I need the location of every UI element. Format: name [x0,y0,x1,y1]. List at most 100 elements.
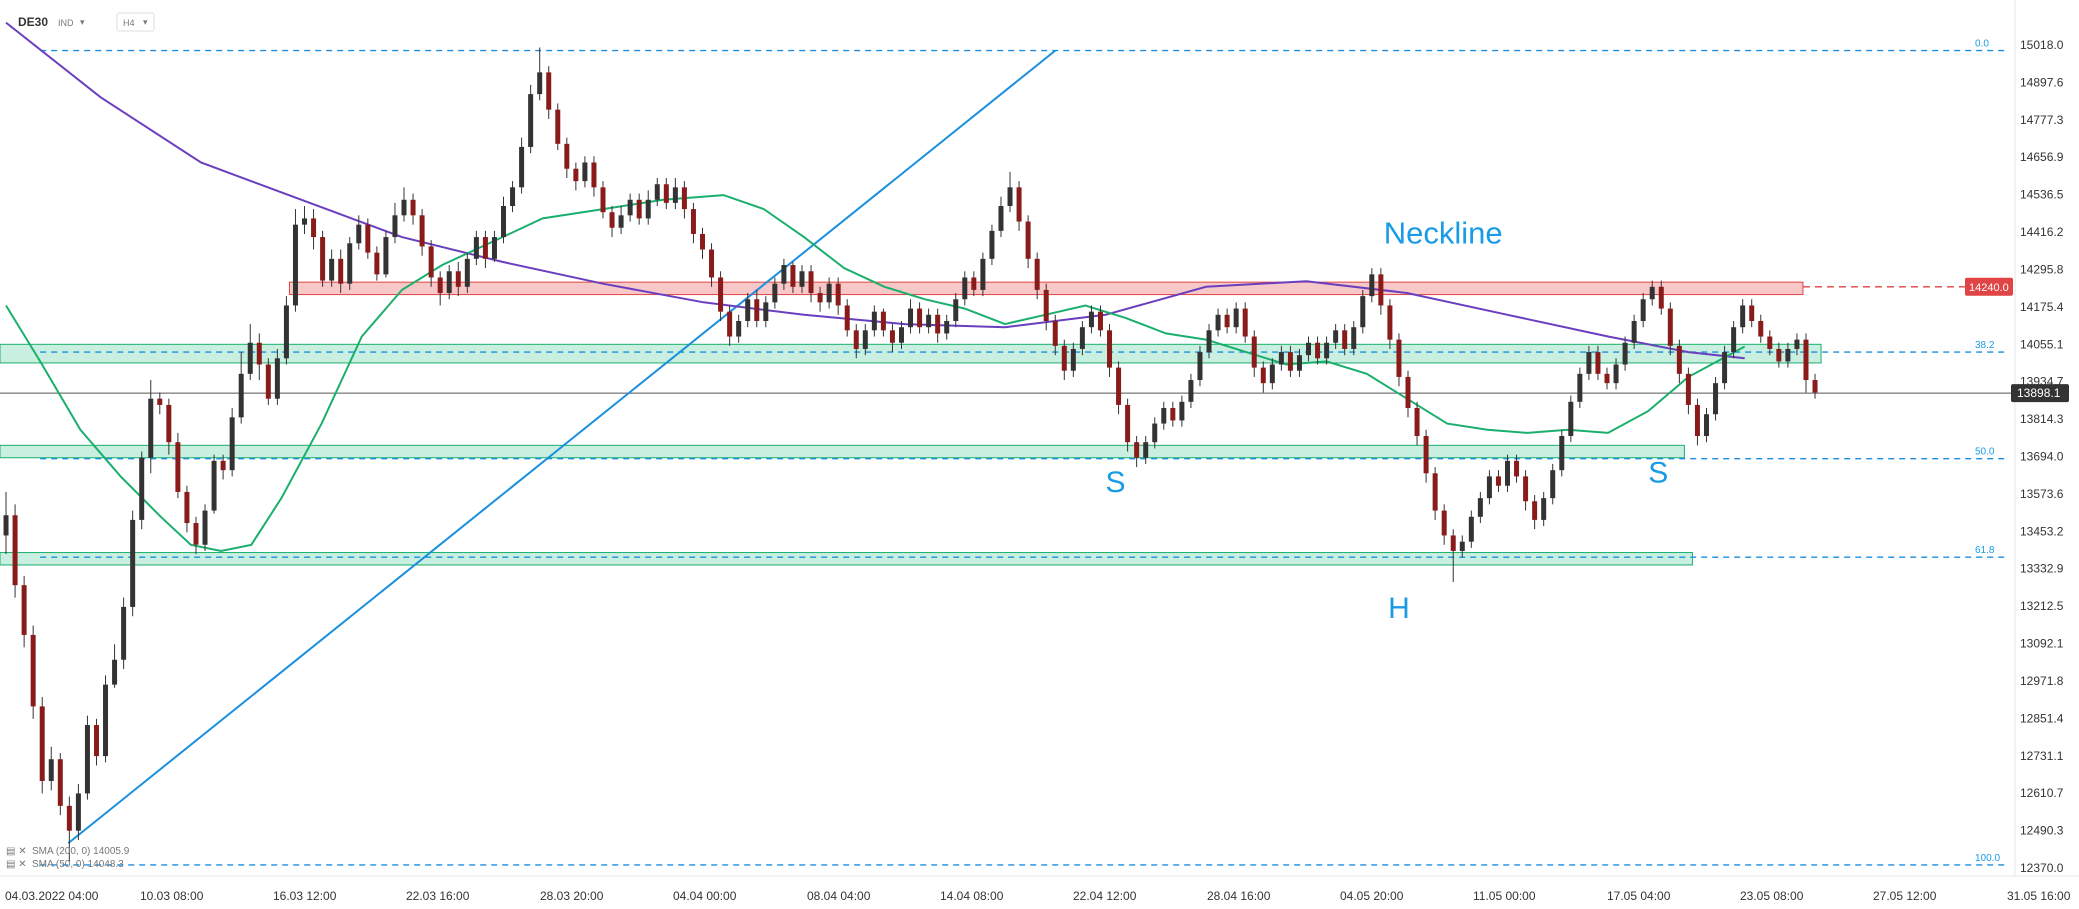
candle-body [21,585,27,635]
candle-body [663,184,669,203]
candle-body [1432,473,1438,511]
candle-body [1749,305,1755,321]
candle-body [383,237,389,275]
candle-body [464,258,470,287]
candle-body [175,442,181,492]
candle-body [446,271,452,294]
candle-body [1287,352,1293,371]
candle-body [699,233,705,250]
candle-body [898,327,904,343]
candle-body [1785,348,1791,362]
candle-body [1694,404,1700,436]
sma200-line [5,21,1745,360]
candle-body [374,252,380,275]
price-tick-label: 12851.4 [2020,711,2064,725]
candle-body [1197,352,1203,381]
price-tick-label: 13453.2 [2020,524,2064,538]
candle-body [1125,404,1131,443]
candle-body [482,237,488,259]
candle-body [519,146,525,188]
time-tick-label: 14.04 08:00 [940,889,1004,903]
candle-body [1242,308,1248,337]
legend-menu-icon[interactable]: ▤ ✕ [6,846,27,857]
candle-body [93,725,99,757]
legend-menu-icon[interactable]: ▤ ✕ [6,859,27,870]
candle-body [302,218,308,225]
candle-body [1215,314,1221,331]
candle-body [962,277,968,300]
symbol-type: IND [58,18,74,28]
candle-body [582,162,588,182]
symbol-dropdown-icon[interactable]: ▾ [80,17,85,27]
candle-body [1233,308,1239,328]
candle-body [555,109,561,144]
time-tick-label: 22.03 16:00 [406,889,470,903]
candle-body [808,271,814,294]
candle-body [220,460,226,471]
trendlines [67,49,1056,844]
candle-body [1477,498,1483,517]
candle-body [211,460,217,511]
candle-body [1568,401,1574,436]
price-tick-label: 13092.1 [2020,637,2064,651]
price-tick-label: 12971.8 [2020,674,2064,688]
candle-body [1514,460,1520,477]
sma50-line [5,194,1746,553]
price-tick-label: 14055.1 [2020,337,2064,351]
candle-body [1758,320,1764,337]
current-price-badge [2011,384,2069,403]
candle-body [1803,339,1809,381]
candle-body [103,684,109,757]
time-tick-label: 04.03.2022 04:00 [5,889,99,903]
candle-body [1731,327,1737,353]
timeframe-box[interactable] [116,12,155,32]
candle-body [1523,476,1529,502]
candle-body [1315,342,1321,359]
candle-body [1541,498,1547,520]
candle-body [184,491,190,524]
candle-body [1206,330,1212,353]
timeframe-label[interactable]: H4 [123,18,135,28]
candle-body [1161,408,1167,424]
candle-body [871,311,877,331]
candle-body [455,271,461,287]
candle-body [1269,364,1275,384]
candle-body [1649,286,1655,300]
price-axis: 15018.0 14897.6 14777.3 14656.9 14536.5 14416… [1965,38,2069,875]
candle-body [1685,373,1691,405]
timeframe-dropdown-icon[interactable]: ▾ [143,17,148,27]
candle-body [926,314,932,328]
symbol-name[interactable]: DE30 [18,15,48,29]
candle-body [1188,380,1194,402]
legend-sma50[interactable]: SMA (50, 0) 14048.3 [32,859,124,870]
candle-body [1550,470,1556,499]
candle-body [247,342,253,374]
candle-body [66,805,72,831]
fib-level-label: 50.0 [1975,447,1995,458]
candle-body [347,243,353,284]
time-tick-label: 08.04 04:00 [807,889,871,903]
candle-body [799,271,805,287]
candle-body [1595,352,1601,374]
candle-body [1559,435,1565,471]
candle-body [229,417,235,471]
candle-body [718,277,724,312]
candle-body [1658,286,1664,309]
time-axis: 04.03.2022 04:00 10.03 08:00 16.03 12:00 22… [5,889,2071,903]
candle-body [1423,435,1429,474]
candle-body [1441,510,1447,536]
candle-body [953,299,959,321]
candle-body [1007,187,1013,206]
shoulder-label: S [1106,466,1126,499]
candle-body [528,94,534,147]
candle-body [1251,336,1257,368]
candle-body [1767,336,1773,349]
uptrend-line [67,49,1056,844]
time-tick-label: 04.04 00:00 [673,889,737,903]
candle-body [609,212,615,228]
legend-sma200[interactable]: SMA (200, 0) 14005.9 [32,846,130,857]
candle-body [1369,274,1375,297]
candle-body [889,330,895,343]
